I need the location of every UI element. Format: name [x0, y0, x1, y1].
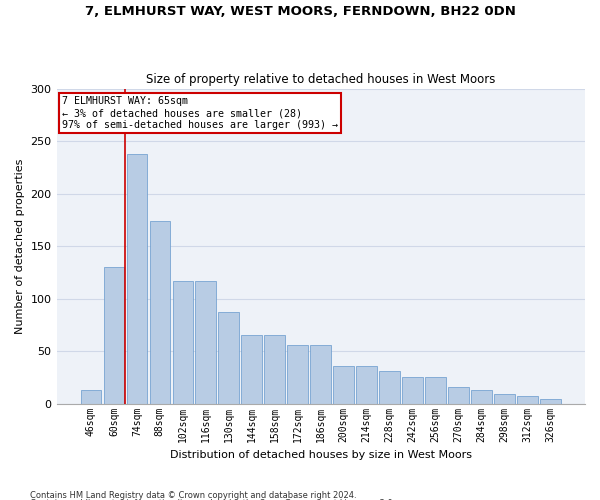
Bar — [356, 366, 377, 404]
Bar — [334, 366, 354, 404]
Title: Size of property relative to detached houses in West Moors: Size of property relative to detached ho… — [146, 73, 496, 86]
Bar — [517, 396, 538, 404]
Text: Contains HM Land Registry data © Crown copyright and database right 2024.: Contains HM Land Registry data © Crown c… — [30, 490, 356, 500]
Bar — [196, 281, 216, 404]
Bar — [241, 336, 262, 404]
Bar — [425, 378, 446, 404]
Bar — [310, 345, 331, 404]
Bar — [265, 336, 285, 404]
Bar — [80, 390, 101, 404]
Bar — [448, 387, 469, 404]
Bar — [540, 400, 561, 404]
Bar — [472, 390, 492, 404]
Bar — [379, 371, 400, 404]
Bar — [287, 345, 308, 404]
X-axis label: Distribution of detached houses by size in West Moors: Distribution of detached houses by size … — [170, 450, 472, 460]
Bar — [127, 154, 147, 404]
Y-axis label: Number of detached properties: Number of detached properties — [15, 158, 25, 334]
Bar — [403, 378, 423, 404]
Bar — [149, 221, 170, 404]
Bar — [494, 394, 515, 404]
Text: 7, ELMHURST WAY, WEST MOORS, FERNDOWN, BH22 0DN: 7, ELMHURST WAY, WEST MOORS, FERNDOWN, B… — [85, 5, 515, 18]
Bar — [104, 267, 124, 404]
Text: 7 ELMHURST WAY: 65sqm
← 3% of detached houses are smaller (28)
97% of semi-detac: 7 ELMHURST WAY: 65sqm ← 3% of detached h… — [62, 96, 338, 130]
Bar — [218, 312, 239, 404]
Bar — [173, 281, 193, 404]
